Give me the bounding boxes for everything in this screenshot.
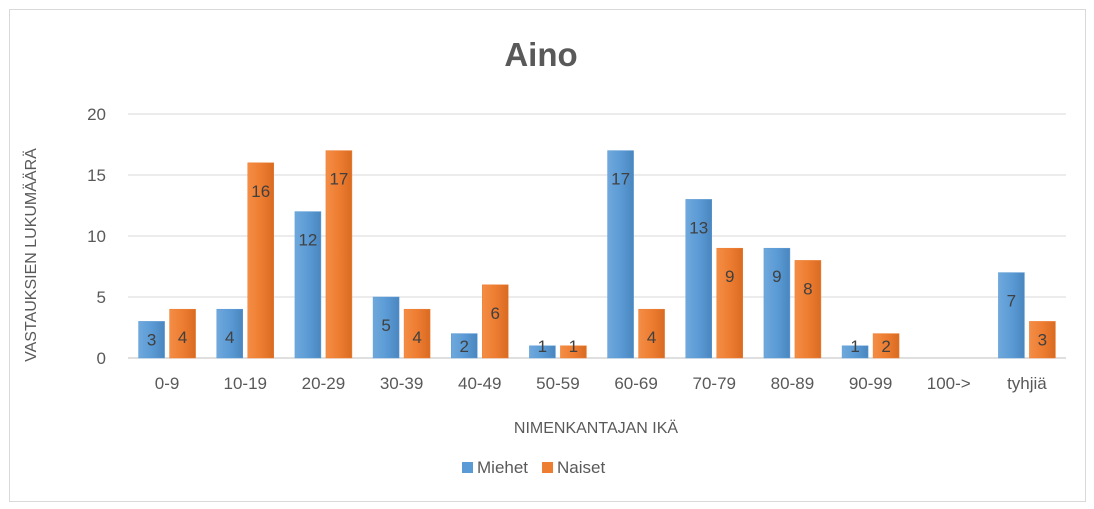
x-tick-label: 0-9 xyxy=(155,374,180,393)
x-tick-label: 30-39 xyxy=(380,374,423,393)
x-tick-label: 20-29 xyxy=(302,374,345,393)
bar-naiset xyxy=(403,308,431,359)
data-label: 1 xyxy=(569,337,578,356)
bar-miehet xyxy=(841,345,869,359)
data-label: 4 xyxy=(412,328,421,347)
data-label: 3 xyxy=(1038,331,1047,350)
bar-naiset xyxy=(560,345,587,359)
data-label: 4 xyxy=(178,328,187,347)
data-label: 17 xyxy=(611,170,630,189)
bar-miehet xyxy=(607,150,634,359)
data-label: 1 xyxy=(850,337,859,356)
bar-naiset xyxy=(325,150,353,359)
x-tick-label: 90-99 xyxy=(849,374,892,393)
bar-miehet xyxy=(216,308,243,359)
x-tick-label: 40-49 xyxy=(458,374,501,393)
bar-naiset xyxy=(482,284,509,359)
data-label: 7 xyxy=(1007,292,1016,311)
bar-naiset xyxy=(169,308,196,359)
data-label: 17 xyxy=(329,170,348,189)
data-label: 5 xyxy=(381,316,390,335)
legend: Miehet Naiset xyxy=(462,458,605,477)
x-axis-title: NIMENKANTAJAN IKÄ xyxy=(514,419,679,437)
data-label: 16 xyxy=(251,182,270,201)
bar-miehet xyxy=(451,333,478,359)
data-label: 2 xyxy=(881,337,890,356)
x-tick-label: 70-79 xyxy=(693,374,736,393)
y-axis-ticks: 0 5 10 15 20 xyxy=(87,105,106,368)
x-axis-ticks: 0-9 10-19 20-29 30-39 40-49 50-59 60-69 70-79 80… xyxy=(155,374,1048,393)
data-label: 4 xyxy=(225,328,234,347)
bar-naiset xyxy=(872,333,900,359)
bar-miehet xyxy=(763,247,791,359)
data-label: 2 xyxy=(460,337,469,356)
legend-swatch-miehet xyxy=(462,462,473,473)
data-label: 4 xyxy=(647,328,656,347)
bar-naiset xyxy=(794,260,822,359)
legend-swatch-naiset xyxy=(542,462,554,473)
x-tick-label: 60-69 xyxy=(614,374,657,393)
bar-naiset xyxy=(1029,321,1056,359)
data-label: 13 xyxy=(689,218,708,237)
bar-miehet xyxy=(998,272,1025,359)
y-axis-title: VASTAUKSIEN LUKUMÄÄRÄ xyxy=(22,148,40,362)
bar-miehet xyxy=(138,321,165,359)
bar-miehet xyxy=(685,199,712,359)
y-tick-label: 10 xyxy=(87,227,106,246)
bar-miehet xyxy=(294,211,322,359)
data-label: 6 xyxy=(491,304,500,323)
x-tick-label: 100-> xyxy=(927,374,971,393)
x-tick-label: 10-19 xyxy=(224,374,267,393)
chart-title: Aino xyxy=(504,36,577,73)
data-label: 1 xyxy=(538,337,547,356)
y-tick-label: 15 xyxy=(87,166,106,185)
x-tick-label: tyhjiä xyxy=(1007,374,1047,393)
data-label: 9 xyxy=(772,267,781,286)
bar-naiset xyxy=(716,247,743,359)
bar-naiset xyxy=(638,308,665,359)
gridlines xyxy=(128,113,1066,359)
bar-miehet xyxy=(529,345,556,359)
x-tick-label: 80-89 xyxy=(771,374,814,393)
bar-miehet xyxy=(372,296,400,359)
data-label: 12 xyxy=(298,231,317,250)
chart-frame: Aino 0 5 10 15 20 3 4 12 5 2 1 17 13 9 1 7 4 16 17 4 6 1 4 9 8 2… xyxy=(9,9,1086,502)
legend-label-miehet: Miehet xyxy=(477,458,528,477)
x-tick-label: 50-59 xyxy=(536,374,579,393)
data-label: 3 xyxy=(147,331,156,350)
y-tick-label: 5 xyxy=(97,288,106,307)
bar-naiset xyxy=(247,162,274,359)
data-label: 8 xyxy=(803,279,812,298)
data-label: 9 xyxy=(725,267,734,286)
legend-label-naiset: Naiset xyxy=(557,458,605,477)
y-tick-label: 0 xyxy=(97,349,106,368)
y-tick-label: 20 xyxy=(87,105,106,124)
